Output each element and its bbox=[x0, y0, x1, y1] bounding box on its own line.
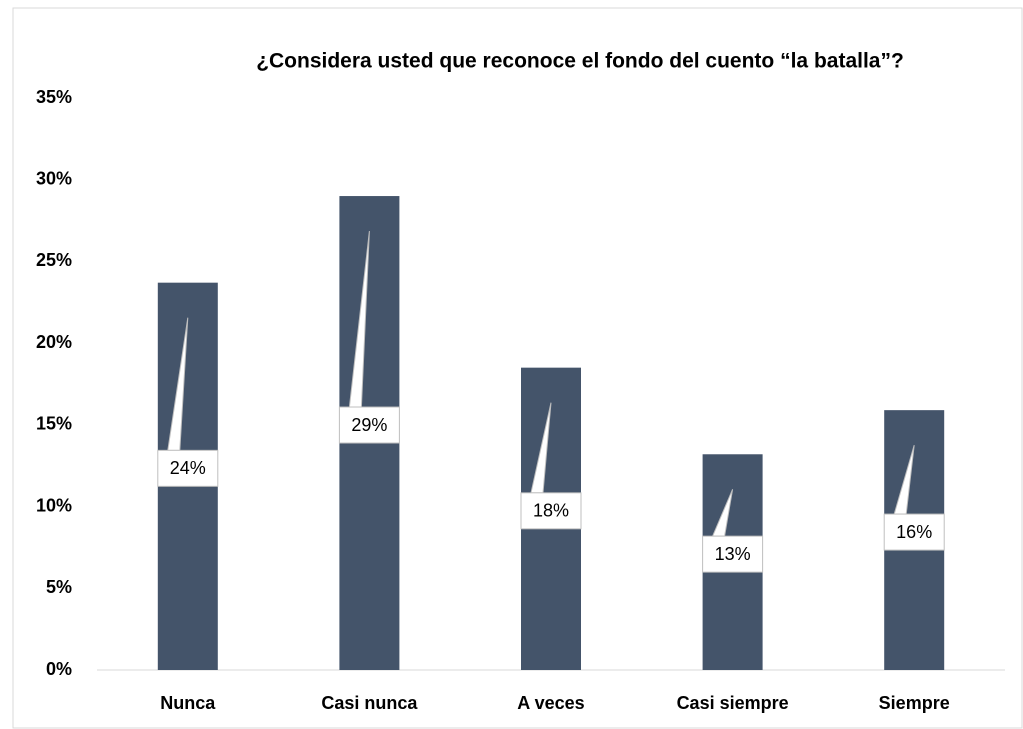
callout-box bbox=[883, 513, 945, 551]
data-label: 29% bbox=[351, 415, 387, 435]
callout-box bbox=[702, 535, 764, 573]
y-tick-label: 0% bbox=[46, 659, 72, 679]
data-label: 16% bbox=[896, 522, 932, 542]
data-label: 13% bbox=[715, 544, 751, 564]
x-tick-label: A veces bbox=[517, 693, 584, 713]
data-label: 24% bbox=[170, 458, 206, 478]
y-tick-label: 15% bbox=[36, 414, 72, 434]
x-tick-label: Siempre bbox=[879, 693, 950, 713]
y-tick-label: 25% bbox=[36, 250, 72, 270]
y-tick-label: 5% bbox=[46, 577, 72, 597]
y-tick-label: 30% bbox=[36, 168, 72, 188]
chart-title: ¿Considera usted que reconoce el fondo d… bbox=[256, 50, 904, 73]
y-tick-label: 35% bbox=[36, 87, 72, 107]
callout-box bbox=[157, 449, 219, 487]
x-tick-label: Casi siempre bbox=[677, 693, 789, 713]
callout-box bbox=[520, 492, 582, 530]
callout-box bbox=[338, 406, 400, 444]
x-tick-label: Casi nunca bbox=[321, 693, 418, 713]
data-label: 18% bbox=[533, 501, 569, 521]
y-tick-label: 10% bbox=[36, 495, 72, 515]
y-tick-label: 20% bbox=[36, 332, 72, 352]
x-tick-label: Nunca bbox=[160, 693, 216, 713]
